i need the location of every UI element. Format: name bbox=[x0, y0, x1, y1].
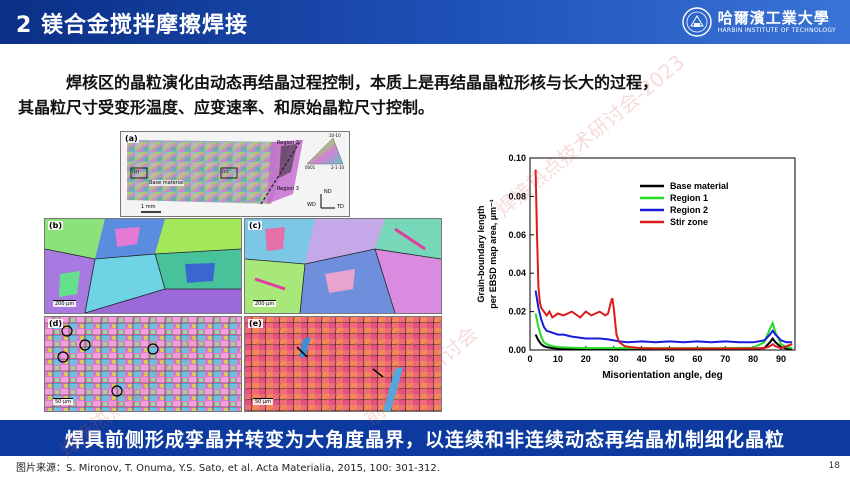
body-text-line-2: 其晶粒尺寸受变形温度、应变速率、和原始晶粒尺寸控制。 bbox=[18, 98, 435, 117]
body-text-line-1: 焊核区的晶粒演化由动态再结晶过程控制，本质上是再结晶晶粒形核与长大的过程， bbox=[66, 73, 659, 92]
legend-label: Stir zone bbox=[670, 217, 708, 227]
plot-area bbox=[529, 157, 796, 351]
panel-d-scale: 50 µm bbox=[53, 398, 74, 405]
series-line-region-2 bbox=[534, 290, 793, 344]
panel-a-region2: Region 2 bbox=[277, 140, 299, 146]
y-tick-label: 0.04 bbox=[508, 268, 526, 278]
x-axis-label: Misorientation angle, deg bbox=[602, 370, 723, 381]
panel-e-scale: 50 µm bbox=[253, 398, 274, 405]
panel-a-map bbox=[127, 137, 344, 213]
panel-c-label: (c) bbox=[248, 221, 263, 230]
legend-label: Region 2 bbox=[670, 205, 708, 215]
y-tick-label: 0.02 bbox=[508, 307, 526, 317]
slide-title: 2 镁合金搅拌摩擦焊接 bbox=[16, 13, 248, 38]
page-number: 18 bbox=[828, 461, 840, 471]
slide-header: 2 镁合金搅拌摩擦焊接 哈爾濱工業大學 HARBIN INSTITUTE OF … bbox=[0, 0, 850, 44]
conclusion-banner: 焊具前侧形成孪晶并转变为大角度晶界，以连续和非连续动态再结晶机制细化晶粒 bbox=[0, 420, 850, 456]
panel-c-map bbox=[245, 219, 441, 313]
panel-a-inset-c: (c) bbox=[222, 169, 229, 175]
panel-a-base-material: Base material bbox=[149, 180, 184, 186]
panel-b-base-material-map: (b) 200 µm bbox=[44, 218, 242, 314]
misorientation-chart-svg: 0 10 20 30 40 50 60 70 80 90 0.00 0.02 0.04 0.06 0.08 0… bbox=[476, 153, 796, 381]
panel-e-stir-zone-map: (e) 50 µm bbox=[244, 316, 442, 412]
panel-a-nd: ND bbox=[324, 189, 332, 195]
x-tick-label: 10 bbox=[553, 354, 563, 364]
panel-a-td: TD bbox=[337, 204, 344, 210]
x-tick-label: 60 bbox=[692, 354, 702, 364]
x-tick-label: 20 bbox=[581, 354, 591, 364]
panel-d-map bbox=[45, 317, 241, 411]
x-tick-label: 80 bbox=[748, 354, 758, 364]
y-tick-label: 0.06 bbox=[508, 230, 526, 240]
panel-a-inset-b: (b) bbox=[132, 169, 140, 175]
conclusion-text: 焊具前侧形成孪晶并转变为大角度晶界，以连续和非连续动态再结晶机制细化晶粒 bbox=[64, 429, 785, 451]
misorientation-chart: 0 10 20 30 40 50 60 70 80 90 0.00 0.02 0.04 0.06 0.08 0… bbox=[470, 150, 810, 395]
x-tick-label: 70 bbox=[720, 354, 730, 364]
panel-b-scale: 200 µm bbox=[53, 300, 77, 307]
panel-d-label: (d) bbox=[48, 319, 64, 328]
panel-b-map bbox=[45, 219, 241, 313]
figure-source: 图片来源：S. Mironov, T. Onuma, Y.S. Sato, et… bbox=[16, 463, 440, 474]
panel-b-label: (b) bbox=[48, 221, 64, 230]
panel-a-label: (a) bbox=[124, 134, 139, 143]
university-logo: 哈爾濱工業大學 HARBIN INSTITUTE OF TECHNOLOGY bbox=[681, 4, 836, 40]
x-tick-label: 50 bbox=[664, 354, 674, 364]
panel-a-region3: Region 3 bbox=[277, 186, 299, 192]
y-tick-label: 0.08 bbox=[508, 191, 526, 201]
panel-a-wd: WD bbox=[307, 202, 316, 208]
panel-a-key-left: 0001 bbox=[305, 165, 316, 170]
panel-c-scale: 200 µm bbox=[253, 300, 277, 307]
y-axis-label: Grain-boundary length bbox=[476, 205, 486, 302]
panel-a-key-right: 2-1-10 bbox=[331, 165, 345, 170]
x-tick-label: 40 bbox=[637, 354, 647, 364]
panel-e-label: (e) bbox=[248, 319, 263, 328]
panel-d-region-map: (d) 50 µm bbox=[44, 316, 242, 412]
university-name-en: HARBIN INSTITUTE OF TECHNOLOGY bbox=[717, 27, 836, 34]
x-tick-label: 30 bbox=[609, 354, 619, 364]
x-tick-label: 90 bbox=[776, 354, 786, 364]
university-seal-icon bbox=[681, 7, 712, 37]
series-line-stir-zone bbox=[534, 169, 793, 350]
panel-a-key-top: 10-10 bbox=[329, 133, 341, 138]
x-tick-label: 0 bbox=[527, 354, 532, 364]
legend-label: Region 1 bbox=[670, 193, 708, 203]
panel-c-region-map: (c) 200 µm bbox=[244, 218, 442, 314]
y-axis-label: per EBSD map area, µm⁻¹ bbox=[488, 199, 498, 308]
y-tick-label: 0.10 bbox=[508, 153, 526, 163]
legend-label: Base material bbox=[670, 181, 729, 191]
university-name-cn: 哈爾濱工業大學 bbox=[717, 9, 830, 27]
panel-e-map bbox=[245, 317, 441, 411]
y-tick-label: 0.00 bbox=[508, 345, 526, 355]
panel-a-scale: 1 mm bbox=[141, 204, 156, 210]
panel-a-overview: (a) (b) (c) Base material Region 2 Regio… bbox=[120, 131, 350, 217]
ebsd-figure: (a) (b) (c) Base material Region 2 Regio… bbox=[44, 130, 444, 412]
